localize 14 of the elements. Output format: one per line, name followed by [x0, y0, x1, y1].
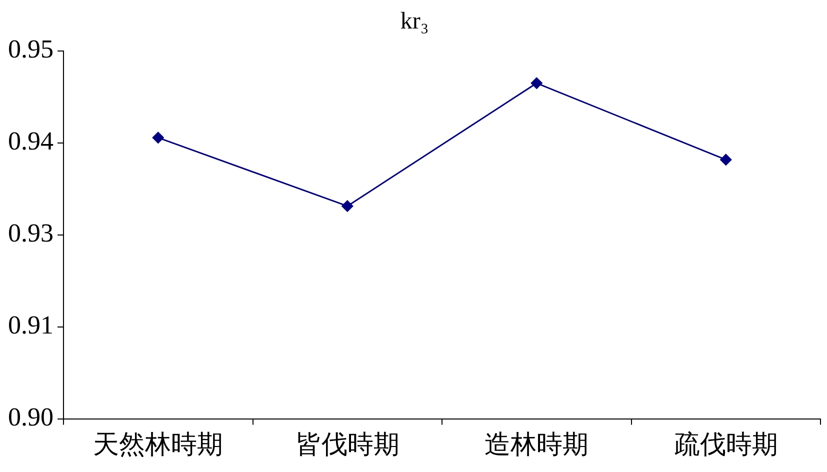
x-tick-label: 天然林時期 [93, 430, 224, 460]
point [720, 154, 732, 166]
x-tick-label: 疏伐時期 [674, 430, 778, 460]
point [152, 132, 164, 144]
x-tick-label: 造林時期 [484, 430, 589, 460]
y-tick-label: 0.94 [8, 126, 54, 156]
y-tick-label: 0.95 [8, 34, 54, 64]
point [530, 77, 542, 89]
x-tick-label: 皆伐時期 [295, 430, 400, 460]
y-tick-label: 0.90 [8, 402, 54, 432]
point [342, 200, 354, 212]
y-tick-label: 0.91 [8, 310, 54, 340]
chart-title: kr₃ [400, 8, 429, 35]
y-tick-label: 0.93 [8, 218, 54, 248]
